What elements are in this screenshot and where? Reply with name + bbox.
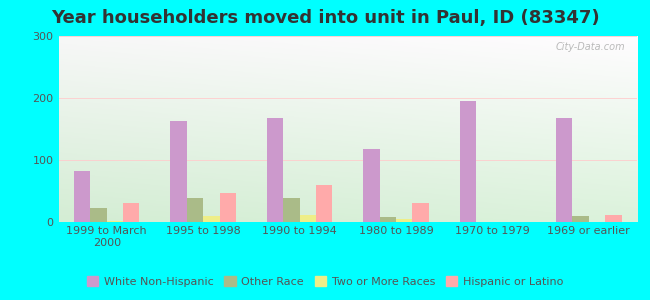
- Bar: [396, 219, 412, 222]
- Bar: [107, 221, 123, 222]
- Bar: [266, 118, 283, 222]
- Bar: [605, 214, 621, 222]
- Bar: [203, 216, 220, 222]
- Text: Year householders moved into unit in Paul, ID (83347): Year householders moved into unit in Pau…: [51, 9, 599, 27]
- Bar: [412, 203, 429, 222]
- Bar: [74, 171, 90, 222]
- Bar: [460, 101, 476, 222]
- Bar: [220, 193, 236, 222]
- Bar: [300, 214, 316, 222]
- Bar: [187, 198, 203, 222]
- Bar: [316, 185, 332, 222]
- Bar: [556, 118, 573, 222]
- Bar: [90, 208, 107, 222]
- Bar: [573, 216, 589, 222]
- Legend: White Non-Hispanic, Other Race, Two or More Races, Hispanic or Latino: White Non-Hispanic, Other Race, Two or M…: [83, 272, 567, 291]
- Text: City-Data.com: City-Data.com: [556, 42, 625, 52]
- Bar: [123, 203, 140, 222]
- Bar: [170, 121, 187, 222]
- Bar: [380, 217, 396, 222]
- Bar: [363, 149, 380, 222]
- Bar: [283, 198, 300, 222]
